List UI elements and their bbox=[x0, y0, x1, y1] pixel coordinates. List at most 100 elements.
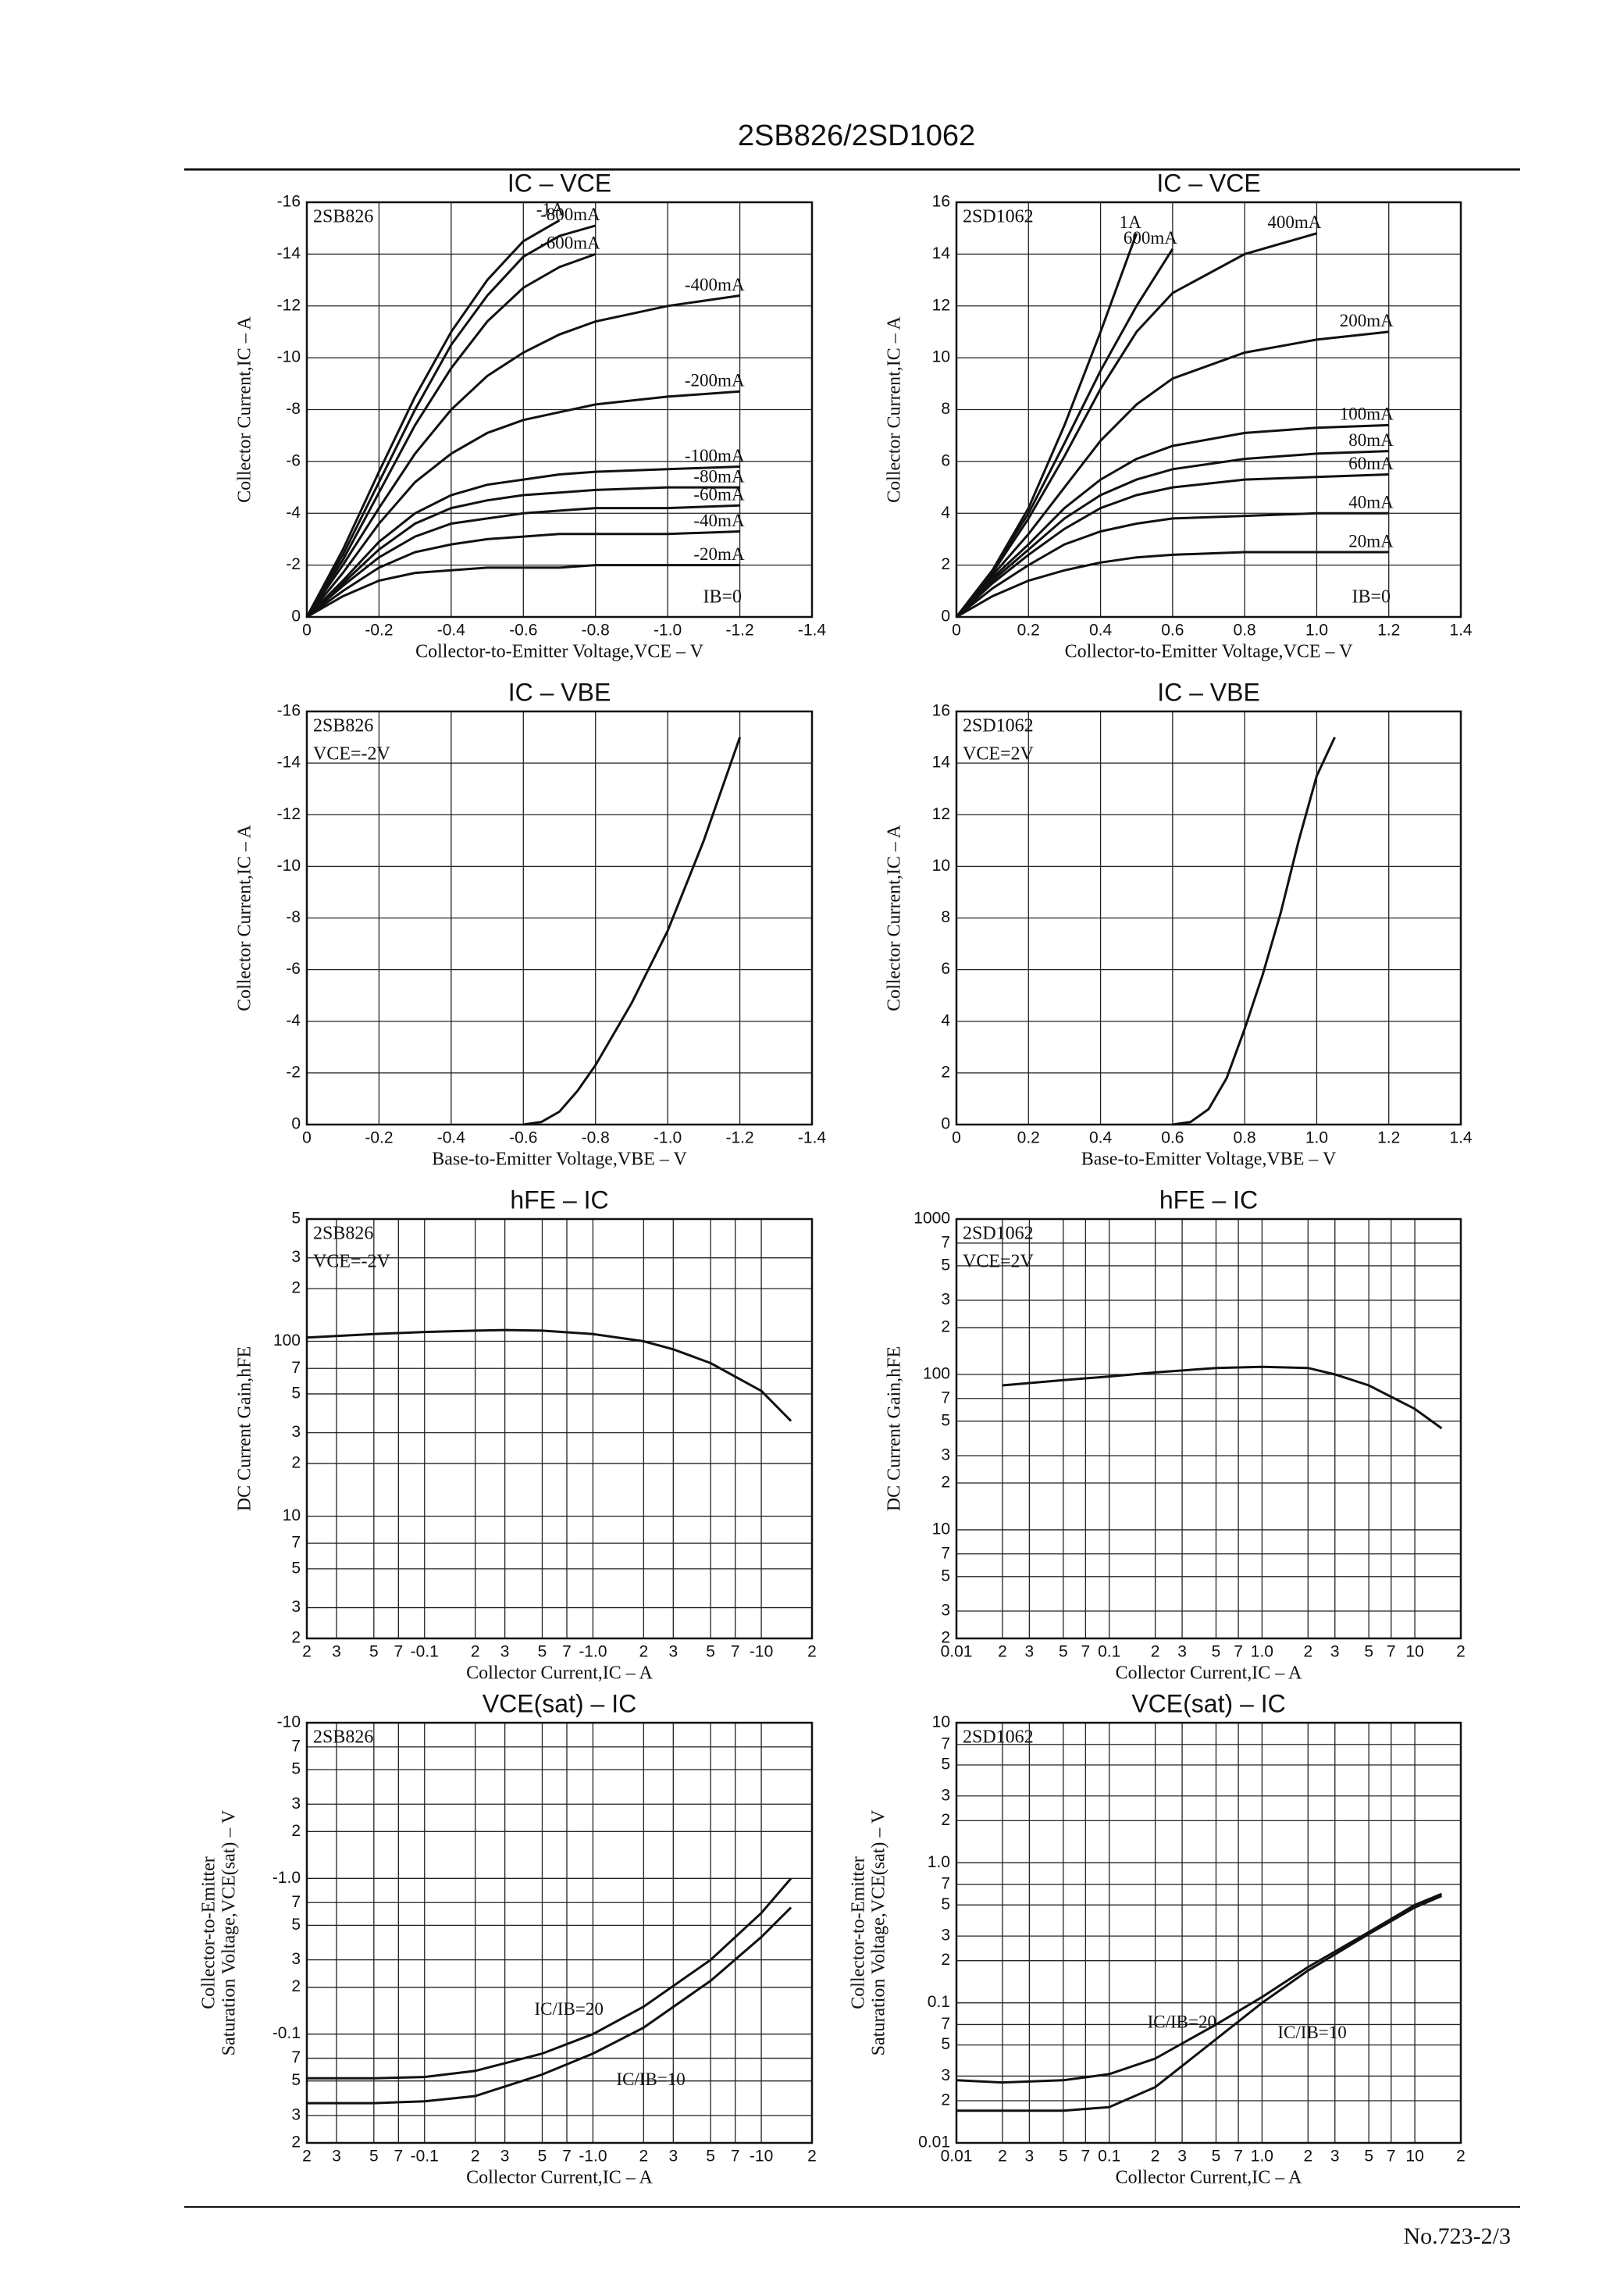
y-tick-label: 5 bbox=[941, 2035, 950, 2053]
x-tick-label: -0.4 bbox=[437, 622, 466, 640]
y-tick-label: 0.01 bbox=[918, 2134, 950, 2151]
series-label: 60mA bbox=[1348, 454, 1394, 473]
x-tick-label: 3 bbox=[1025, 1643, 1035, 1661]
y-tick-label: 2 bbox=[941, 1063, 950, 1081]
x-tick-label: -10 bbox=[750, 2148, 773, 2166]
curve bbox=[955, 330, 1389, 618]
x-tick-label: 3 bbox=[1025, 2148, 1035, 2166]
y-tick-label: 3 bbox=[291, 2105, 301, 2123]
y-axis-label: Collector Current,IC – A bbox=[885, 316, 905, 503]
y-tick-label: 7 bbox=[291, 1893, 301, 1911]
series-label: -40mA bbox=[693, 511, 745, 530]
y-tick-label: 12 bbox=[932, 805, 950, 823]
x-axis-label: Collector Current,IC – A bbox=[466, 1663, 653, 1684]
x-tick-label: 5 bbox=[538, 1643, 547, 1661]
x-tick-label: 3 bbox=[500, 1643, 510, 1661]
y-tick-label: 2 bbox=[291, 1279, 301, 1297]
y-tick-label: 7 bbox=[941, 1875, 950, 1893]
curve bbox=[305, 294, 740, 618]
y-tick-label: 5 bbox=[291, 2071, 301, 2089]
y-tick-label: 5 bbox=[291, 1210, 301, 1228]
series-label: IC/IB=10 bbox=[1277, 2023, 1346, 2042]
annotation: 2SD1062 bbox=[963, 1224, 1034, 1244]
x-tick-label: 7 bbox=[731, 2148, 740, 2166]
y-tick-label: 2 bbox=[941, 1811, 950, 1829]
y-tick-label: 3 bbox=[941, 2066, 950, 2084]
y-tick-label: 7 bbox=[291, 1534, 301, 1552]
curve bbox=[956, 551, 1389, 619]
x-tick-label: 3 bbox=[1177, 2148, 1187, 2166]
y-tick-label: 7 bbox=[291, 1737, 301, 1755]
y-tick-label: 1000 bbox=[914, 1210, 950, 1228]
page-header: 2SB826/2SD1062 bbox=[738, 119, 975, 152]
y-tick-label: -10 bbox=[277, 348, 301, 366]
y-tick-label: 14 bbox=[932, 754, 951, 772]
x-tick-label: 2 bbox=[1456, 2148, 1466, 2166]
x-tick-label: -0.6 bbox=[509, 622, 537, 640]
y-tick-label: 2 bbox=[291, 1822, 301, 1840]
y-tick-label: 2 bbox=[291, 1454, 301, 1472]
x-tick-label: 2 bbox=[998, 1643, 1007, 1661]
y-axis-label: Collector Current,IC – A bbox=[885, 825, 905, 1011]
y-tick-label: 10 bbox=[283, 1506, 301, 1524]
x-tick-label: -1.0 bbox=[654, 1129, 682, 1147]
x-tick-label: -0.8 bbox=[582, 622, 610, 640]
x-tick-label: 1.4 bbox=[1449, 1129, 1473, 1147]
y-tick-label: 8 bbox=[941, 908, 950, 926]
curve bbox=[305, 465, 740, 619]
plot-frame bbox=[955, 1721, 1462, 2144]
series-label: -1A bbox=[536, 200, 564, 219]
y-tick-label: -10 bbox=[277, 857, 301, 875]
y-tick-label: 0 bbox=[291, 1115, 301, 1133]
series-label: -20mA bbox=[693, 544, 745, 564]
y-tick-label: 6 bbox=[941, 960, 950, 978]
series-label: 80mA bbox=[1348, 430, 1394, 450]
annotation: VCE=2V bbox=[963, 1252, 1035, 1272]
plot-frame bbox=[955, 710, 1462, 1126]
y-tick-label: 16 bbox=[932, 702, 950, 720]
x-tick-label: 2 bbox=[639, 2148, 648, 2166]
x-tick-label: 0.6 bbox=[1161, 1129, 1184, 1147]
x-tick-label: 5 bbox=[538, 2148, 547, 2166]
x-tick-label: -1.0 bbox=[654, 622, 682, 640]
x-tick-label: 5 bbox=[1364, 1643, 1373, 1661]
x-tick-label: 2 bbox=[807, 2148, 817, 2166]
y-tick-label: 7 bbox=[941, 1389, 950, 1406]
y-tick-label: 0 bbox=[291, 608, 301, 626]
x-tick-label: 1.0 bbox=[1305, 622, 1328, 640]
x-tick-label: 10 bbox=[1405, 1643, 1423, 1661]
x-tick-label: 5 bbox=[706, 1643, 715, 1661]
y-tick-label: 3 bbox=[291, 1423, 301, 1441]
x-tick-label: 5 bbox=[1059, 1643, 1068, 1661]
x-tick-label: 0 bbox=[302, 622, 312, 640]
series-label: -800mA bbox=[540, 205, 600, 224]
series-label: -600mA bbox=[540, 234, 600, 253]
x-tick-label: 7 bbox=[562, 2148, 572, 2166]
x-tick-label: -1.0 bbox=[579, 1643, 607, 1661]
curve bbox=[1002, 1365, 1443, 1430]
series-label: -80mA bbox=[693, 466, 745, 486]
y-tick-label: -1.0 bbox=[272, 1869, 301, 1887]
x-tick-label: 2 bbox=[1303, 2148, 1312, 2166]
curve bbox=[306, 530, 740, 619]
y-tick-label: 2 bbox=[941, 1318, 950, 1336]
plot-frame bbox=[955, 1217, 1462, 1640]
annotation: IB=0 bbox=[703, 587, 742, 608]
x-tick-label: 1.2 bbox=[1377, 1129, 1400, 1147]
y-tick-label: 100 bbox=[923, 1365, 950, 1383]
chart-title: hFE – IC bbox=[1159, 1185, 1258, 1214]
curve bbox=[305, 219, 561, 618]
y-tick-label: 2 bbox=[941, 555, 950, 573]
curve bbox=[523, 736, 742, 1126]
y-tick-label: -2 bbox=[286, 1063, 301, 1081]
y-tick-label: 10 bbox=[932, 1520, 950, 1538]
series-label: 400mA bbox=[1267, 212, 1321, 232]
x-tick-label: 3 bbox=[668, 2148, 678, 2166]
x-tick-label: 2 bbox=[1456, 1643, 1466, 1661]
annotation: VCE=2V bbox=[963, 744, 1035, 765]
curve bbox=[956, 512, 1389, 619]
y-tick-label: -2 bbox=[286, 555, 301, 573]
series-label: 20mA bbox=[1348, 531, 1394, 551]
y-tick-label: 7 bbox=[941, 2015, 950, 2033]
y-axis-label: Collector Current,IC – A bbox=[235, 316, 255, 503]
